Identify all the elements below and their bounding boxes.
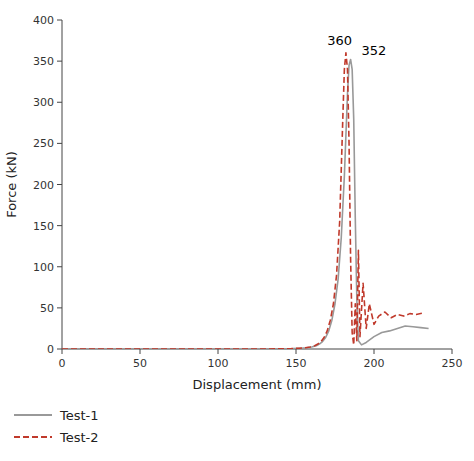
y-tick-label: 50 xyxy=(40,302,54,315)
x-tick xyxy=(140,349,141,354)
y-tick xyxy=(57,102,62,103)
x-tick-label: 50 xyxy=(133,357,147,370)
y-tick xyxy=(57,225,62,226)
y-tick xyxy=(57,307,62,308)
y-axis-label: Force (kN) xyxy=(4,151,19,218)
x-tick-label: 200 xyxy=(364,357,385,370)
y-tick xyxy=(57,20,62,21)
y-tick-label: 250 xyxy=(33,137,54,150)
x-axis-label: Displacement (mm) xyxy=(193,377,322,392)
x-tick-label: 100 xyxy=(208,357,229,370)
y-tick xyxy=(57,349,62,350)
y-tick-label: 200 xyxy=(33,179,54,192)
y-tick xyxy=(57,184,62,185)
y-tick-label: 300 xyxy=(33,96,54,109)
annotations: 360 352 xyxy=(327,33,386,58)
x-tick-label: 150 xyxy=(286,357,307,370)
legend-swatch xyxy=(14,436,52,438)
axes: 0 50 100 150 200 250 0 50 100 150 200 250 300 350 400 xyxy=(33,14,463,370)
y-tick-label: 0 xyxy=(47,343,54,356)
y-tick xyxy=(57,61,62,62)
legend-label: Test-2 xyxy=(59,430,99,445)
legend-swatch xyxy=(14,414,52,416)
chart: 0 50 100 150 200 250 0 50 100 150 200 250 300 350 400 D… xyxy=(0,0,474,461)
y-tick-label: 400 xyxy=(33,14,54,27)
y-tick-label: 100 xyxy=(33,261,54,274)
annotation: 352 xyxy=(362,43,387,58)
x-tick xyxy=(452,349,453,354)
x-tick xyxy=(296,349,297,354)
y-tick xyxy=(57,266,62,267)
plot-area xyxy=(62,53,429,349)
x-tick-label: 0 xyxy=(59,357,66,370)
series-line xyxy=(62,59,429,349)
x-tick xyxy=(218,349,219,354)
x-tick xyxy=(62,349,63,354)
series-line xyxy=(62,53,424,349)
x-tick xyxy=(374,349,375,354)
x-tick-label: 250 xyxy=(442,357,463,370)
legend: Test-1 Test-2 xyxy=(14,408,99,445)
legend-label: Test-1 xyxy=(59,408,99,423)
annotation: 360 xyxy=(327,33,352,48)
y-tick-label: 350 xyxy=(33,55,54,68)
y-tick-label: 150 xyxy=(33,220,54,233)
y-tick xyxy=(57,143,62,144)
